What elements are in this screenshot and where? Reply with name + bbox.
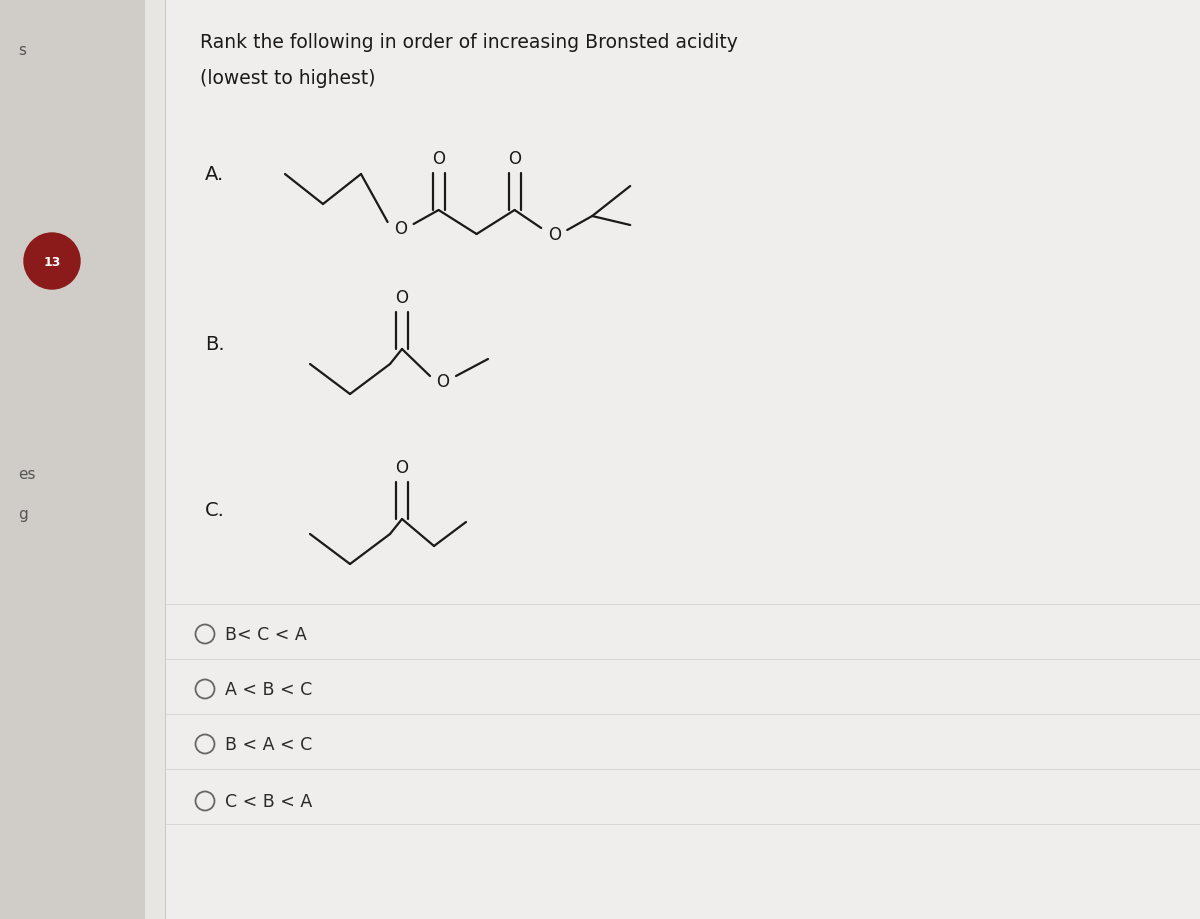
Text: B< C < A: B< C < A xyxy=(226,625,307,643)
Text: g: g xyxy=(18,507,28,522)
Text: A.: A. xyxy=(205,165,224,185)
Text: 13: 13 xyxy=(43,255,61,268)
Text: B.: B. xyxy=(205,335,224,354)
Text: O: O xyxy=(432,150,445,168)
Text: A < B < C: A < B < C xyxy=(226,680,312,698)
Text: O: O xyxy=(508,150,521,168)
Text: es: es xyxy=(18,467,36,482)
Text: O: O xyxy=(547,226,560,244)
Text: O: O xyxy=(394,220,407,238)
Text: Rank the following in order of increasing Bronsted acidity: Rank the following in order of increasin… xyxy=(200,32,738,51)
Text: (lowest to highest): (lowest to highest) xyxy=(200,68,376,87)
Text: O: O xyxy=(396,289,408,307)
FancyBboxPatch shape xyxy=(166,0,1200,919)
FancyBboxPatch shape xyxy=(0,0,145,919)
Text: O: O xyxy=(396,459,408,476)
Text: B < A < C: B < A < C xyxy=(226,735,312,754)
Text: C.: C. xyxy=(205,500,224,519)
Text: C < B < A: C < B < A xyxy=(226,792,312,811)
Text: s: s xyxy=(18,42,26,57)
Text: O: O xyxy=(437,372,450,391)
Circle shape xyxy=(24,233,80,289)
